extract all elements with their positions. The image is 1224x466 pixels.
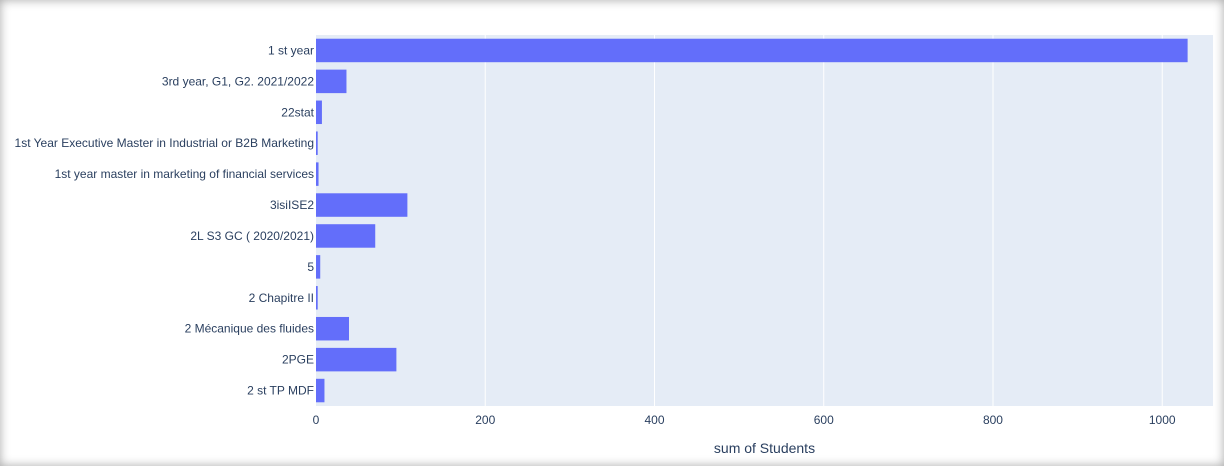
category-label: 2 st TP MDF [247, 384, 314, 398]
bar[interactable] [316, 286, 318, 310]
x-tick-label: 0 [313, 413, 320, 427]
bar[interactable] [316, 255, 321, 279]
bar[interactable] [316, 347, 397, 372]
x-tick-label: 200 [475, 413, 495, 427]
bar[interactable] [316, 100, 322, 125]
category-label: 2PGE [282, 353, 314, 367]
x-tick-label: 800 [983, 413, 1003, 427]
x-axis-title: sum of Students [714, 440, 815, 456]
bar[interactable] [316, 193, 408, 217]
category-label: 3rd year, G1, G2. 2021/2022 [162, 74, 314, 88]
category-label: 2L S3 GC ( 2020/2021) [190, 229, 314, 243]
x-tick-label: 1000 [1149, 413, 1176, 427]
bar[interactable] [316, 316, 350, 341]
category-label: 1st year master in marketing of financia… [55, 167, 314, 181]
bar[interactable] [316, 162, 319, 186]
bar[interactable] [316, 131, 318, 155]
category-label: 3isiISE2 [270, 198, 314, 212]
bar[interactable] [316, 38, 1188, 63]
category-label: 1 st year [268, 43, 314, 57]
bar[interactable] [316, 378, 325, 403]
category-label: 2 Mécanique des fluides [185, 322, 314, 336]
x-tick-label: 400 [644, 413, 664, 427]
bar[interactable] [316, 224, 376, 248]
bar[interactable] [316, 69, 347, 94]
category-labels: 1 st year 3rd year, G1, G2. 2021/2022 22st… [15, 43, 315, 397]
category-label: 1st Year Executive Master in Industrial … [15, 136, 314, 150]
x-tick-labels: 0 200 400 600 800 1000 [313, 413, 1176, 427]
category-label: 5 [307, 260, 314, 274]
plot-area [316, 35, 1213, 406]
grid-lines [484, 35, 1163, 406]
x-tick-label: 600 [814, 413, 834, 427]
category-label: 2 Chapitre II [249, 291, 314, 305]
category-label: 22stat [281, 105, 314, 119]
bars [316, 38, 1188, 403]
